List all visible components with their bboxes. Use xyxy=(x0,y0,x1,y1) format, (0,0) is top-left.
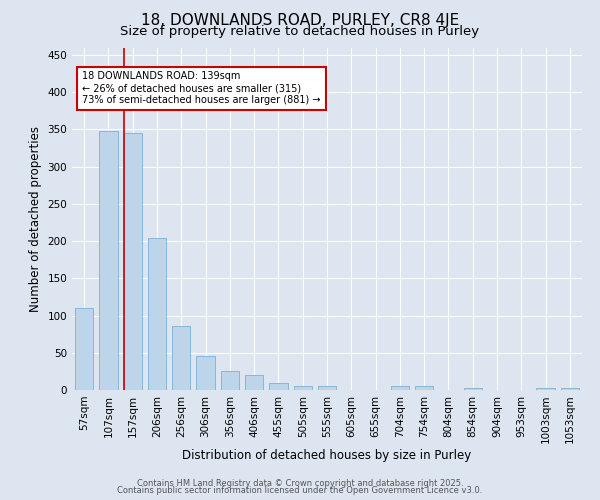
Bar xyxy=(536,388,554,390)
Text: Contains HM Land Registry data © Crown copyright and database right 2025.: Contains HM Land Registry data © Crown c… xyxy=(137,478,463,488)
Bar xyxy=(318,386,336,390)
Bar xyxy=(100,131,118,390)
Bar xyxy=(221,372,239,390)
Bar xyxy=(75,308,93,390)
Text: Contains public sector information licensed under the Open Government Licence v3: Contains public sector information licen… xyxy=(118,486,482,495)
Bar xyxy=(245,375,263,390)
Bar xyxy=(415,386,433,390)
Text: 18, DOWNLANDS ROAD, PURLEY, CR8 4JE: 18, DOWNLANDS ROAD, PURLEY, CR8 4JE xyxy=(141,12,459,28)
Text: 18 DOWNLANDS ROAD: 139sqm
← 26% of detached houses are smaller (315)
73% of semi: 18 DOWNLANDS ROAD: 139sqm ← 26% of detac… xyxy=(82,72,320,104)
Bar xyxy=(293,386,312,390)
Bar xyxy=(269,382,287,390)
Bar xyxy=(196,356,215,390)
Bar xyxy=(391,386,409,390)
Bar xyxy=(148,238,166,390)
Text: Size of property relative to detached houses in Purley: Size of property relative to detached ho… xyxy=(121,25,479,38)
Bar xyxy=(464,388,482,390)
X-axis label: Distribution of detached houses by size in Purley: Distribution of detached houses by size … xyxy=(182,449,472,462)
Y-axis label: Number of detached properties: Number of detached properties xyxy=(29,126,42,312)
Bar xyxy=(172,326,190,390)
Bar xyxy=(561,388,579,390)
Bar xyxy=(124,133,142,390)
